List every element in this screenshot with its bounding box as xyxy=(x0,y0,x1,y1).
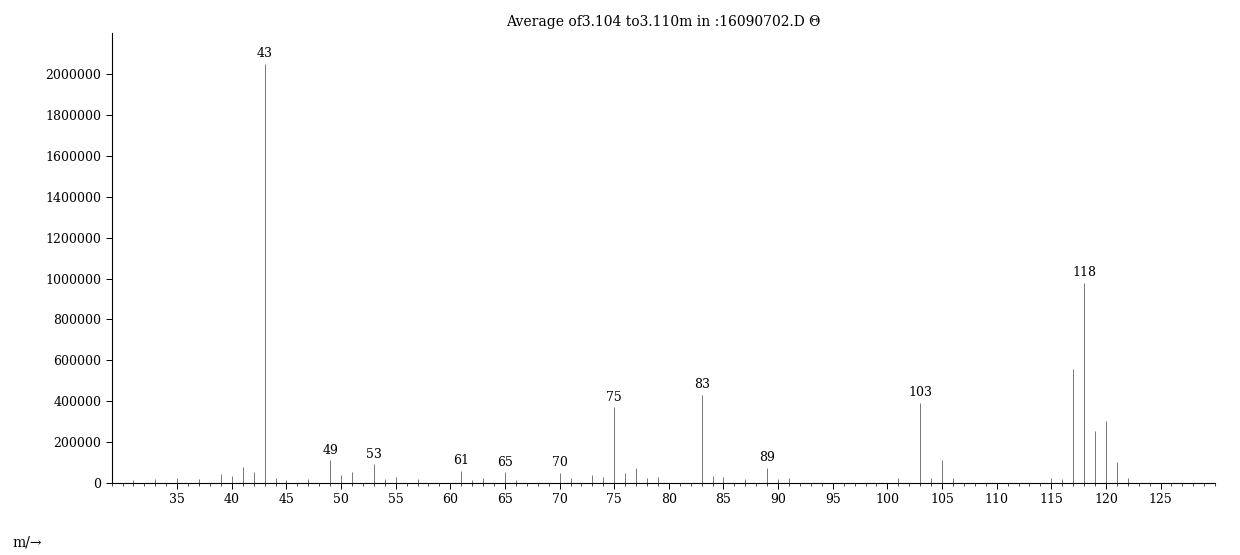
Text: 89: 89 xyxy=(759,451,775,465)
Text: 83: 83 xyxy=(693,379,709,391)
Text: m/→: m/→ xyxy=(12,536,42,549)
Text: 53: 53 xyxy=(366,448,382,461)
Text: 65: 65 xyxy=(497,456,513,468)
Text: 61: 61 xyxy=(454,455,469,467)
Text: 70: 70 xyxy=(552,456,568,470)
Text: 75: 75 xyxy=(606,391,622,403)
Title: Average of3.104 to3.110m in :16090702.D Θ: Average of3.104 to3.110m in :16090702.D … xyxy=(506,16,821,29)
Text: 43: 43 xyxy=(257,47,273,60)
Text: 118: 118 xyxy=(1073,266,1096,279)
Text: 103: 103 xyxy=(908,386,932,400)
Text: 49: 49 xyxy=(322,443,339,457)
